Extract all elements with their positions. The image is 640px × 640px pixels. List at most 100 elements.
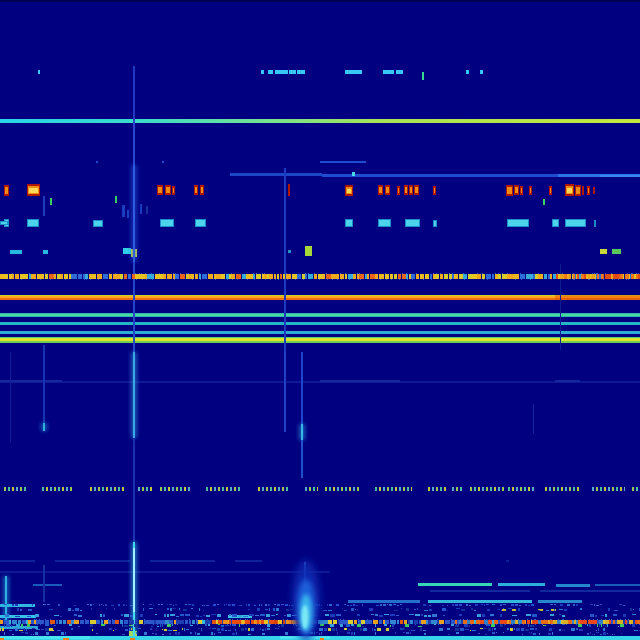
- textured-dash: [173, 274, 175, 279]
- signal-dash: [38, 70, 40, 74]
- dotted-group-dash: [160, 487, 162, 491]
- speckle-dash: [28, 629, 29, 630]
- dotted-group-dash: [545, 487, 547, 491]
- textured-dash: [419, 620, 421, 624]
- textured-dash: [358, 620, 361, 624]
- speckle-dash: [494, 628, 496, 630]
- textured-dot: [564, 624, 565, 625]
- speckle-dash: [409, 614, 414, 615]
- dotted-group-dash: [486, 487, 488, 491]
- speckle-dash: [217, 604, 219, 605]
- speckle-dash: [596, 630, 597, 631]
- textured-dot: [34, 619, 35, 620]
- textured-dash: [390, 620, 393, 624]
- textured-dash: [132, 274, 135, 279]
- textured-dash: [85, 274, 88, 279]
- textured-dot: [601, 619, 602, 620]
- textured-dash: [370, 274, 373, 279]
- speckle-dash: [265, 609, 268, 610]
- textured-dash: [491, 620, 494, 624]
- textured-dot: [151, 273, 152, 274]
- dotted-group-dash: [512, 487, 514, 491]
- speckle-dash: [344, 604, 346, 605]
- speckle-dash: [260, 624, 261, 625]
- textured-dash: [534, 620, 538, 624]
- textured-dash: [488, 620, 492, 624]
- textured-dot: [631, 273, 632, 274]
- textured-dot: [278, 624, 279, 625]
- speckle-dash: [375, 624, 376, 627]
- speckle-dash: [371, 614, 374, 615]
- speckle-dash: [512, 615, 517, 616]
- textured-dot: [269, 619, 270, 620]
- textured-dot: [295, 279, 296, 280]
- speckle-dash: [225, 630, 227, 631]
- speckle-dash: [60, 616, 62, 617]
- textured-dot: [4, 619, 5, 620]
- textured-dot: [551, 619, 552, 620]
- dotted-group-dash: [214, 487, 216, 491]
- speckle-dash: [277, 604, 280, 606]
- textured-dash: [328, 274, 331, 279]
- textured-dash: [180, 274, 185, 279]
- textured-dot: [617, 619, 618, 620]
- spectral-line: [0, 322, 640, 325]
- textured-dash: [283, 620, 285, 624]
- textured-dash: [574, 620, 576, 624]
- textured-dot: [594, 624, 595, 625]
- speckle-dash: [539, 633, 540, 635]
- burst-block-core: [386, 187, 389, 193]
- speckle-dash: [259, 604, 260, 606]
- textured-dot: [230, 619, 231, 620]
- speckle-dash: [384, 614, 389, 615]
- speckle-dash: [423, 604, 426, 606]
- speckle-dash: [162, 634, 164, 635]
- dotted-group-dash: [62, 487, 64, 491]
- textured-dash: [277, 274, 279, 279]
- textured-dot: [343, 619, 344, 620]
- speckle-dash: [221, 625, 224, 627]
- textured-dash: [74, 620, 79, 624]
- textured-dash: [472, 274, 477, 279]
- textured-dot: [200, 279, 201, 280]
- textured-dash: [302, 274, 305, 279]
- speckle-dash: [114, 608, 115, 610]
- speckle-dash: [13, 624, 15, 625]
- textured-dash: [550, 274, 552, 279]
- textured-dot: [614, 279, 615, 280]
- speckle-dash: [248, 604, 250, 606]
- signal-dash: [551, 609, 556, 611]
- speckle-dash: [211, 614, 216, 615]
- textured-dash: [226, 274, 229, 279]
- speckle-dash: [214, 633, 215, 635]
- textured-dot: [268, 619, 269, 620]
- textured-dot: [332, 279, 333, 280]
- burst-block-core: [521, 188, 522, 193]
- dotted-group-dash: [474, 487, 476, 491]
- speckle-dash: [71, 628, 73, 630]
- dotted-group-dash: [50, 487, 52, 491]
- textured-dash: [385, 274, 389, 279]
- textured-dash: [433, 274, 436, 279]
- speckle-dash: [32, 604, 33, 606]
- textured-dash: [511, 620, 515, 624]
- speckle-dash: [406, 608, 409, 611]
- speckle-dash: [633, 609, 634, 610]
- textured-dot: [135, 273, 136, 274]
- speckle-dash: [571, 628, 575, 631]
- speckle-dash: [72, 610, 74, 611]
- textured-dash: [541, 620, 544, 624]
- textured-dot: [188, 273, 189, 274]
- textured-dash: [617, 274, 622, 279]
- speckle-dash: [390, 625, 391, 627]
- dotted-group-dash: [234, 487, 236, 491]
- textured-dash: [154, 620, 156, 624]
- dotted-group-dash: [399, 487, 401, 491]
- signal-mark: [123, 248, 131, 254]
- textured-dot: [575, 619, 576, 620]
- textured-dot: [550, 619, 551, 620]
- textured-dot: [357, 273, 358, 274]
- textured-dot: [227, 624, 228, 625]
- textured-dot: [274, 619, 275, 620]
- speckle-dash: [528, 624, 529, 627]
